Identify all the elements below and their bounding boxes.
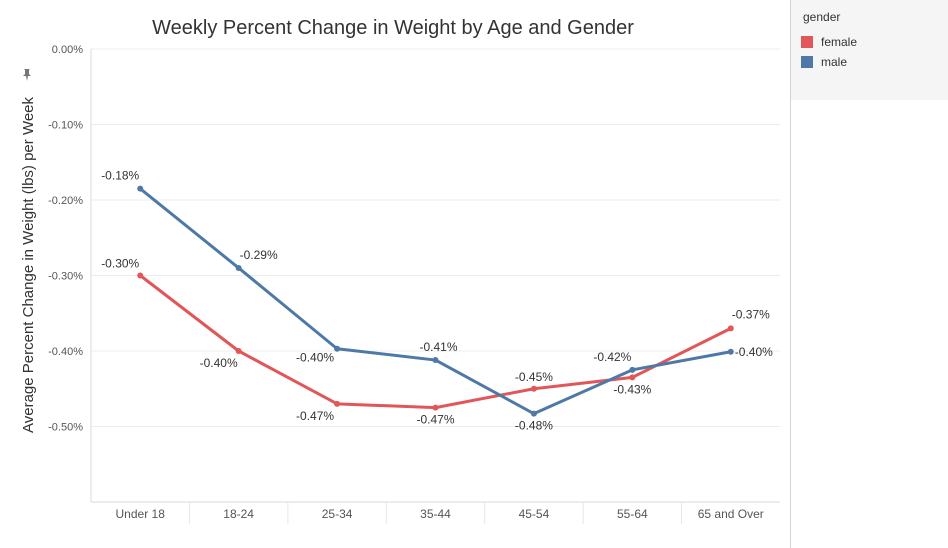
chart-title: Weekly Percent Change in Weight by Age a…: [152, 17, 634, 39]
data-label-female: -0.43%: [613, 382, 651, 396]
data-label-female: -0.37%: [732, 307, 770, 321]
x-tick-label: 25-34: [322, 507, 353, 521]
data-point-female[interactable]: [334, 400, 341, 407]
data-label-male: -0.40%: [296, 351, 334, 365]
data-point-male[interactable]: [530, 410, 537, 417]
x-tick-label: 55-64: [617, 507, 648, 521]
data-point-female[interactable]: [629, 374, 636, 381]
legend: gender female male: [790, 0, 948, 101]
data-point-male[interactable]: [629, 366, 636, 373]
data-point-male[interactable]: [137, 185, 144, 192]
data-label-male: -0.18%: [101, 169, 139, 183]
data-label-female: -0.47%: [416, 413, 454, 427]
legend-item-male[interactable]: male: [801, 54, 847, 70]
y-tick-label: -0.30%: [48, 271, 83, 283]
line-chart: 0.00% -0.10% -0.20% -0.30% -0.40% -0.50% Under…: [20, 17, 780, 524]
x-tick-label: Under 18: [116, 507, 166, 521]
data-label-female: -0.30%: [101, 257, 139, 271]
data-label-female: -0.47%: [296, 409, 334, 423]
data-point-male[interactable]: [727, 348, 734, 355]
y-tick-label: -0.40%: [48, 346, 83, 358]
data-label-female: -0.45%: [515, 370, 553, 384]
pin-icon[interactable]: [20, 68, 34, 82]
data-point-female[interactable]: [235, 348, 242, 354]
legend-item-female[interactable]: female: [801, 34, 857, 50]
data-point-female[interactable]: [727, 325, 734, 332]
x-tick-label: 18-24: [223, 507, 254, 521]
x-tick-label: 35-44: [420, 507, 451, 521]
x-tick-label: 65 and Over: [698, 507, 764, 521]
legend-label-male: male: [821, 55, 848, 69]
data-label-female: -0.40%: [200, 356, 238, 370]
data-label-male: -0.42%: [593, 350, 631, 364]
data-label-male: -0.41%: [419, 340, 457, 354]
data-label-male: -0.29%: [240, 248, 278, 262]
x-tick-label: 45-54: [519, 507, 550, 521]
y-tick-label: -0.10%: [48, 120, 83, 132]
chart-area: 0.00% -0.10% -0.20% -0.30% -0.40% -0.50% Under…: [20, 17, 780, 524]
legend-swatch-female: [801, 36, 813, 48]
y-tick-label: -0.20%: [48, 195, 83, 207]
legend-swatch-male: [801, 56, 813, 68]
data-point-male[interactable]: [432, 357, 439, 364]
legend-title: gender: [803, 10, 841, 24]
data-point-female[interactable]: [137, 272, 144, 279]
y-tick-label: 0.00%: [52, 44, 83, 56]
side-panel: [790, 100, 948, 548]
data-point-female[interactable]: [432, 404, 439, 411]
data-point-male[interactable]: [235, 264, 242, 271]
data-point-male[interactable]: [334, 345, 341, 352]
data-label-male: -0.48%: [515, 419, 553, 433]
y-axis-label: Average Percent Change in Weight (lbs) p…: [20, 96, 37, 433]
data-point-female[interactable]: [530, 385, 537, 392]
series-line-male[interactable]: [138, 187, 733, 416]
y-tick-label: -0.50%: [48, 422, 83, 434]
data-label-male: -0.40%: [735, 345, 773, 359]
legend-label-female: female: [821, 35, 858, 49]
